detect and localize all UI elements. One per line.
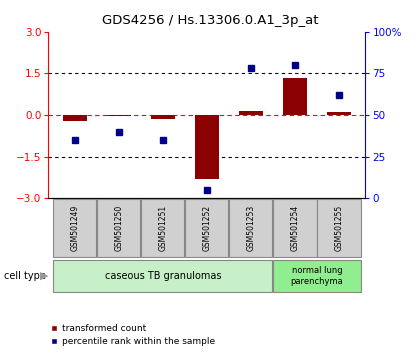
Bar: [53, 199, 96, 257]
Text: ▶: ▶: [40, 271, 48, 281]
Bar: [273, 199, 317, 257]
Text: GSM501253: GSM501253: [247, 205, 255, 251]
Bar: [195, 115, 219, 179]
Text: GSM501251: GSM501251: [158, 205, 167, 251]
Text: GSM501249: GSM501249: [70, 205, 79, 251]
Text: cell type: cell type: [4, 271, 46, 281]
Bar: [63, 115, 87, 121]
Bar: [141, 199, 184, 257]
Bar: [97, 199, 140, 257]
Bar: [229, 199, 273, 257]
Bar: [239, 111, 263, 115]
Legend: transformed count, percentile rank within the sample: transformed count, percentile rank withi…: [47, 321, 218, 349]
Text: GSM501252: GSM501252: [202, 205, 211, 251]
Text: normal lung
parenchyma: normal lung parenchyma: [291, 267, 343, 286]
Text: GSM501255: GSM501255: [334, 205, 344, 251]
Text: caseous TB granulomas: caseous TB granulomas: [105, 271, 221, 281]
Text: GSM501254: GSM501254: [291, 205, 299, 251]
Bar: [283, 78, 307, 115]
Bar: [327, 112, 351, 115]
Bar: [185, 199, 228, 257]
Text: GSM501250: GSM501250: [114, 205, 123, 251]
Text: GDS4256 / Hs.13306.0.A1_3p_at: GDS4256 / Hs.13306.0.A1_3p_at: [102, 14, 318, 27]
Bar: [53, 260, 273, 292]
Bar: [107, 115, 131, 116]
Bar: [151, 115, 175, 119]
Bar: [273, 260, 360, 292]
Bar: [318, 199, 360, 257]
